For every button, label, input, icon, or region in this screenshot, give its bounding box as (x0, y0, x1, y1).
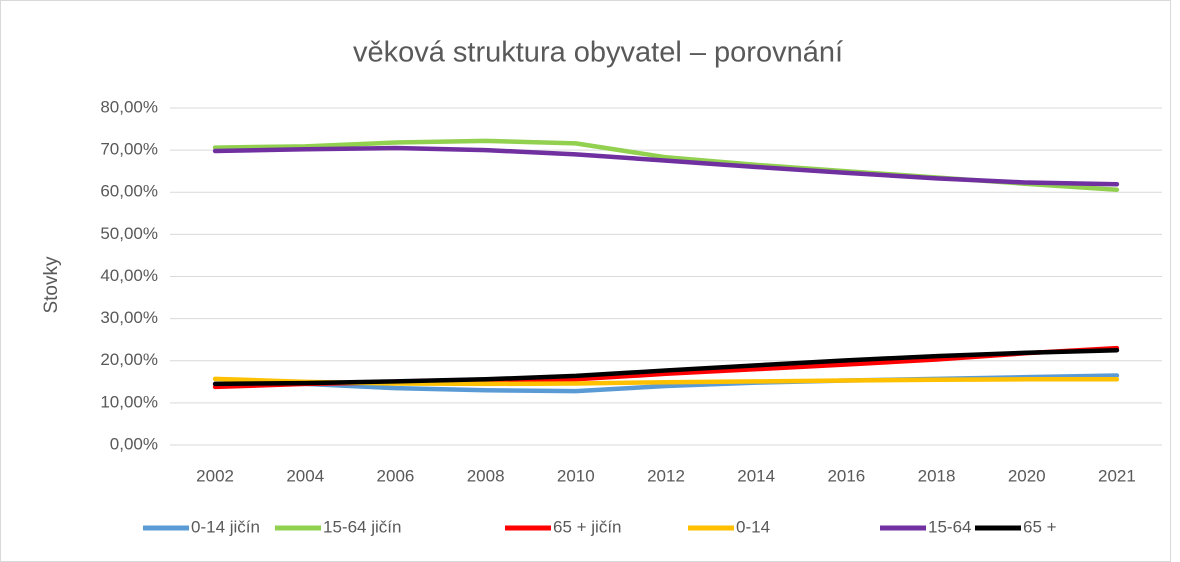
x-tick-label: 2010 (557, 466, 595, 485)
legend-label: 0-14 jičín (191, 517, 260, 536)
legend-label: 15-64 jičín (323, 517, 401, 536)
y-tick-label: 20,00% (100, 350, 158, 369)
x-tick-label: 2002 (196, 466, 234, 485)
x-tick-label: 2014 (737, 466, 775, 485)
x-tick-label: 2020 (1008, 466, 1046, 485)
line-series (212, 145, 1120, 187)
y-tick-label: 40,00% (100, 266, 158, 285)
line-series (212, 347, 1120, 387)
y-tick-label: 30,00% (100, 308, 158, 327)
y-tick-label: 0,00% (110, 434, 158, 453)
legend-label: 65 + jičín (553, 517, 622, 536)
x-tick-label: 2008 (467, 466, 505, 485)
x-tick-label: 2018 (918, 466, 956, 485)
legend-label: 0-14 (736, 517, 770, 536)
y-tick-label: 50,00% (100, 224, 158, 243)
y-tick-label: 80,00% (100, 97, 158, 116)
y-tick-label: 60,00% (100, 182, 158, 201)
x-tick-label: 2006 (377, 466, 415, 485)
x-tick-label: 2012 (647, 466, 685, 485)
y-axis-label: Stovky (41, 256, 62, 314)
x-tick-label: 2021 (1098, 466, 1136, 485)
chart-title: věková struktura obyvatel – porovnání (353, 37, 843, 69)
x-tick-label: 2004 (286, 466, 324, 485)
x-tick-label: 2016 (827, 466, 865, 485)
y-tick-label: 10,00% (100, 392, 158, 411)
legend-label: 65 + (1023, 517, 1057, 536)
y-tick-label: 70,00% (100, 140, 158, 159)
legend-label: 15-64 (928, 517, 971, 536)
